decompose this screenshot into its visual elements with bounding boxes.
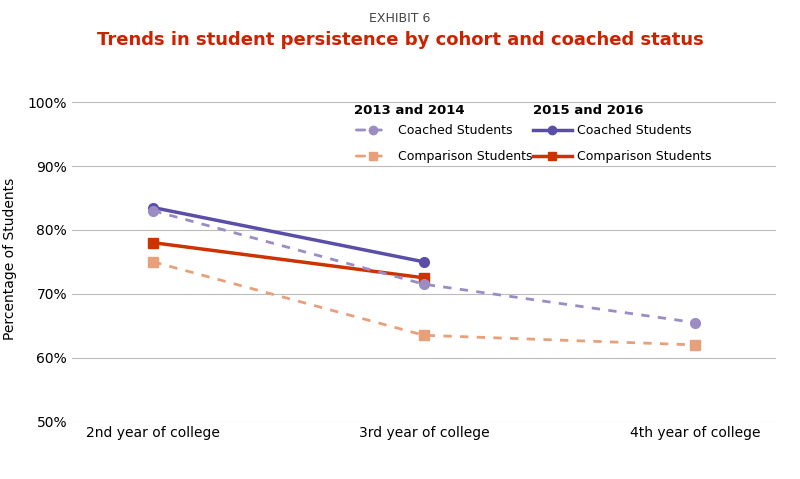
Y-axis label: Percentage of Students: Percentage of Students [2, 178, 17, 340]
Text: EXHIBIT 6: EXHIBIT 6 [370, 12, 430, 25]
Text: Comparison Students: Comparison Students [578, 149, 712, 162]
Text: Trends in student persistence by cohort and coached status: Trends in student persistence by cohort … [97, 31, 703, 49]
Text: 2013 and 2014: 2013 and 2014 [354, 104, 464, 117]
Text: 2015 and 2016: 2015 and 2016 [533, 104, 644, 117]
Text: Coached Students: Coached Students [578, 124, 692, 137]
Text: Coached Students: Coached Students [398, 124, 513, 137]
Text: Comparison Students: Comparison Students [398, 149, 533, 162]
